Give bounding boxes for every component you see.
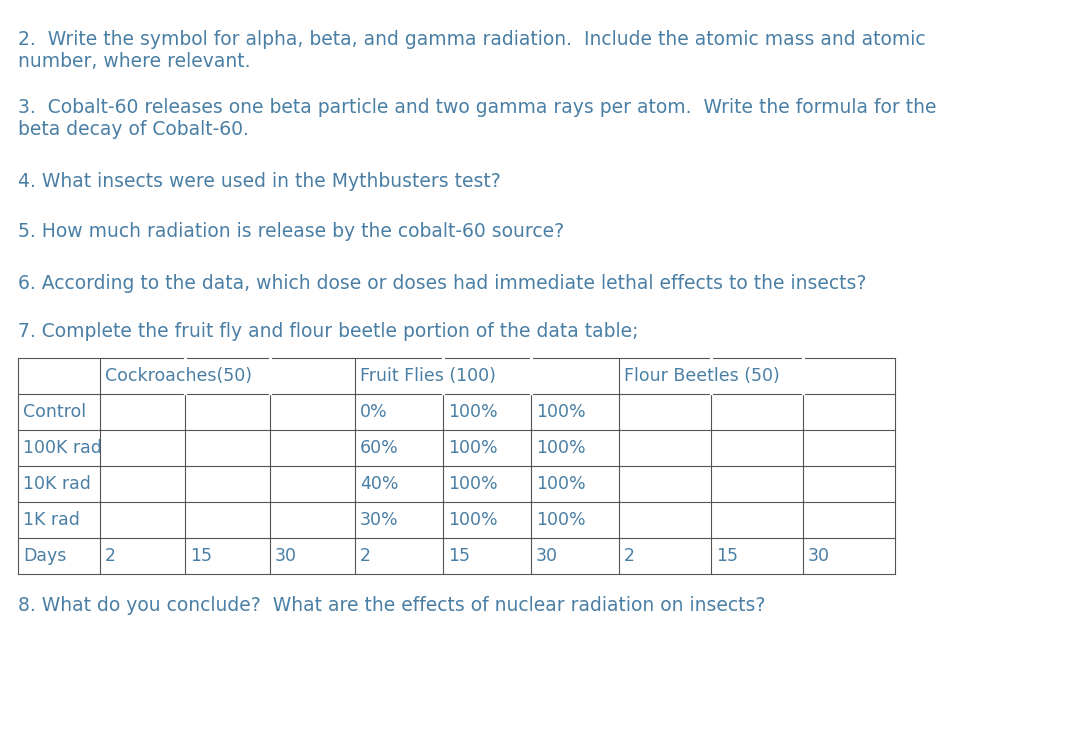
Text: 5. How much radiation is release by the cobalt-60 source?: 5. How much radiation is release by the … <box>19 222 565 241</box>
Text: 40%: 40% <box>360 475 399 493</box>
Text: 2: 2 <box>105 547 116 565</box>
Text: 4. What insects were used in the Mythbusters test?: 4. What insects were used in the Mythbus… <box>19 172 500 191</box>
Text: 100%: 100% <box>536 511 585 529</box>
Text: 100%: 100% <box>536 439 585 457</box>
Text: 15: 15 <box>716 547 738 565</box>
Text: 100%: 100% <box>448 439 498 457</box>
Bar <box>184 358 186 394</box>
Text: 100%: 100% <box>448 475 498 493</box>
Text: 2: 2 <box>623 547 635 565</box>
Bar <box>802 358 804 394</box>
Text: 1K rad: 1K rad <box>23 511 80 529</box>
Text: Control: Control <box>23 403 86 421</box>
Text: 100%: 100% <box>536 403 585 421</box>
Bar <box>710 358 712 394</box>
Text: 2.  Write the symbol for alpha, beta, and gamma radiation.  Include the atomic m: 2. Write the symbol for alpha, beta, and… <box>19 30 925 71</box>
Text: 2: 2 <box>360 547 371 565</box>
Text: 6. According to the data, which dose or doses had immediate lethal effects to th: 6. According to the data, which dose or … <box>19 274 867 293</box>
Bar <box>443 358 444 394</box>
Text: 100K rad: 100K rad <box>23 439 101 457</box>
Text: 15: 15 <box>190 547 211 565</box>
Text: Cockroaches(50): Cockroaches(50) <box>105 367 252 385</box>
Text: 30: 30 <box>536 547 558 565</box>
Text: 60%: 60% <box>360 439 399 457</box>
Text: 8. What do you conclude?  What are the effects of nuclear radiation on insects?: 8. What do you conclude? What are the ef… <box>19 596 765 615</box>
Text: 0%: 0% <box>360 403 388 421</box>
Text: Days: Days <box>23 547 66 565</box>
Text: 10K rad: 10K rad <box>23 475 90 493</box>
Text: 30: 30 <box>808 547 829 565</box>
Text: 3.  Cobalt-60 releases one beta particle and two gamma rays per atom.  Write the: 3. Cobalt-60 releases one beta particle … <box>19 98 936 139</box>
Text: 100%: 100% <box>448 511 498 529</box>
Text: 100%: 100% <box>536 475 585 493</box>
Text: 7. Complete the fruit fly and flour beetle portion of the data table;: 7. Complete the fruit fly and flour beet… <box>19 322 639 341</box>
Text: 15: 15 <box>448 547 470 565</box>
Text: 30: 30 <box>275 547 296 565</box>
Bar <box>530 358 532 394</box>
Text: Fruit Flies (100): Fruit Flies (100) <box>360 367 496 385</box>
Bar <box>269 358 271 394</box>
Text: 100%: 100% <box>448 403 498 421</box>
Text: Flour Beetles (50): Flour Beetles (50) <box>623 367 779 385</box>
Text: 30%: 30% <box>360 511 399 529</box>
